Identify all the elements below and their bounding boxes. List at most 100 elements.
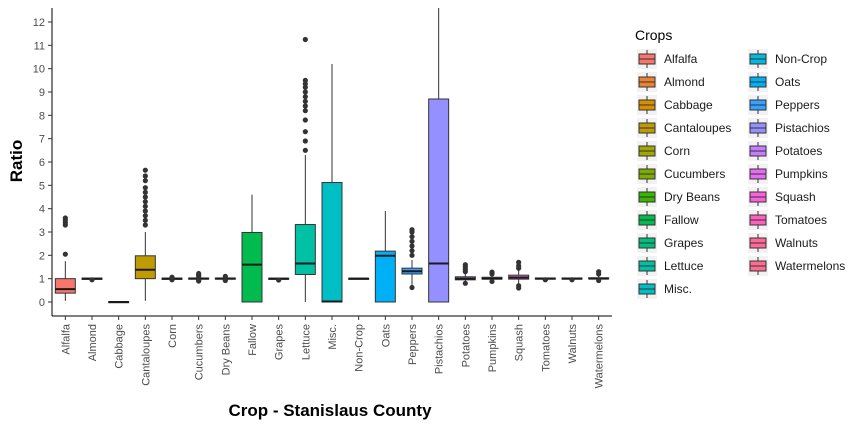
- legend-label: Cucumbers: [664, 167, 725, 181]
- outlier-point: [516, 283, 522, 289]
- outlier-point: [409, 227, 415, 233]
- legend-label: Potatoes: [775, 144, 822, 158]
- outlier-point: [462, 280, 468, 286]
- outlier-point: [409, 243, 415, 249]
- legend-label: Cantaloupes: [664, 121, 731, 135]
- box-iqr: [294, 224, 316, 275]
- x-axis: Alfalfa Almond Cabbage Cantaloupes Corn Cucum…: [52, 315, 612, 388]
- box-almond: [81, 277, 103, 283]
- legend-item-grapes: Grapes: [637, 233, 703, 253]
- legend-item-corn: Corn: [637, 141, 690, 161]
- legend-label: Misc.: [664, 282, 692, 296]
- x-tick-label: Misc.: [327, 324, 339, 350]
- y-tick-label: 5: [39, 180, 45, 192]
- legend-label: Alfalfa: [664, 52, 698, 66]
- outlier-point: [196, 270, 202, 277]
- x-tick-label: Fallow: [247, 324, 259, 356]
- x-tick-label: Non-Crop: [354, 324, 366, 372]
- legend-label: Squash: [775, 190, 816, 204]
- box-peppers: [401, 227, 423, 291]
- legend-label: Lettuce: [664, 259, 704, 273]
- box-squash: [508, 259, 530, 291]
- box-iqr: [134, 255, 156, 280]
- outlier-point: [302, 103, 308, 109]
- outlier-point: [276, 277, 282, 283]
- legend-item-lettuce: Lettuce: [637, 256, 704, 276]
- box-walnuts: [561, 277, 583, 283]
- legend-label: Tomatoes: [775, 213, 827, 227]
- outlier-point: [569, 277, 575, 283]
- outlier-point: [302, 77, 308, 83]
- outlier-point: [302, 108, 308, 114]
- outlier-point: [489, 269, 495, 275]
- outlier-point: [489, 278, 495, 285]
- outlier-point: [302, 98, 308, 104]
- legend-item-almond: Almond: [637, 72, 705, 92]
- outlier-point: [302, 89, 308, 95]
- box-cucumbers: [188, 270, 210, 284]
- legend-label: Peppers: [775, 98, 820, 112]
- box-grapes: [268, 277, 290, 283]
- legend-item-potatoes: Potatoes: [748, 141, 822, 161]
- outlier-point: [142, 189, 148, 195]
- y-tick-label: 11: [34, 40, 45, 52]
- outlier-point: [222, 273, 228, 279]
- box-iqr: [54, 278, 76, 294]
- outlier-point: [302, 36, 308, 43]
- y-tick-label: 1: [39, 274, 45, 286]
- legend-label: Non-Crop: [775, 52, 827, 66]
- outlier-point: [142, 213, 148, 219]
- x-tick-label: Tomatoes: [540, 324, 552, 372]
- legend-label: Watermelons: [775, 259, 845, 273]
- outlier-point: [142, 222, 148, 228]
- legend-label: Dry Beans: [664, 190, 720, 204]
- legend-item-squash: Squash: [748, 187, 816, 207]
- outlier-point: [62, 215, 68, 221]
- legend-item-walnuts: Walnuts: [748, 233, 818, 253]
- outlier-point: [542, 277, 548, 283]
- outlier-point: [302, 94, 308, 100]
- x-tick-label: Almond: [87, 324, 99, 361]
- box-potatoes: [454, 262, 476, 286]
- outlier-point: [516, 259, 522, 265]
- legend-label: Corn: [664, 144, 690, 158]
- x-tick-label: Oats: [380, 324, 392, 348]
- x-tick-label: Pistachios: [434, 324, 446, 375]
- box-pistachios: [428, 8, 450, 303]
- outlier-point: [142, 173, 148, 179]
- legend-item-alfalfa: Alfalfa: [637, 49, 698, 69]
- box-dry-beans: [214, 273, 236, 284]
- y-tick-label: 7: [39, 134, 45, 146]
- box-cantaloupes: [134, 167, 156, 301]
- outlier-point: [596, 269, 602, 275]
- outlier-point: [409, 248, 415, 254]
- legend-title: Crops: [635, 27, 672, 43]
- y-tick-label: 9: [39, 87, 45, 99]
- box-iqr: [321, 182, 343, 303]
- outlier-point: [89, 277, 95, 283]
- box-misc-: [321, 64, 343, 303]
- x-tick-label: Walnuts: [567, 324, 579, 364]
- legend-item-peppers: Peppers: [748, 95, 820, 115]
- box-iqr: [374, 250, 396, 303]
- legend-label: Pumpkins: [775, 167, 828, 181]
- outlier-point: [196, 277, 202, 283]
- outlier-point: [409, 234, 415, 240]
- box-iqr: [428, 98, 450, 303]
- outlier-point: [142, 185, 148, 191]
- legend-item-pistachios: Pistachios: [748, 118, 830, 138]
- legend-label: Cabbage: [664, 98, 713, 112]
- outlier-point: [302, 147, 308, 153]
- outlier-point: [62, 251, 68, 257]
- y-tick-label: 12: [33, 17, 45, 29]
- x-tick-label: Cucumbers: [194, 324, 206, 381]
- box-pumpkins: [481, 269, 503, 285]
- legend-label: Pistachios: [775, 121, 830, 135]
- legend-item-tomatoes: Tomatoes: [748, 210, 827, 230]
- y-tick-label: 8: [39, 110, 45, 122]
- legend-item-fallow: Fallow: [637, 210, 699, 230]
- legend: Crops Alfalfa Almond Cabbage Cantaloupes Cor…: [635, 27, 845, 299]
- box-corn: [161, 274, 183, 283]
